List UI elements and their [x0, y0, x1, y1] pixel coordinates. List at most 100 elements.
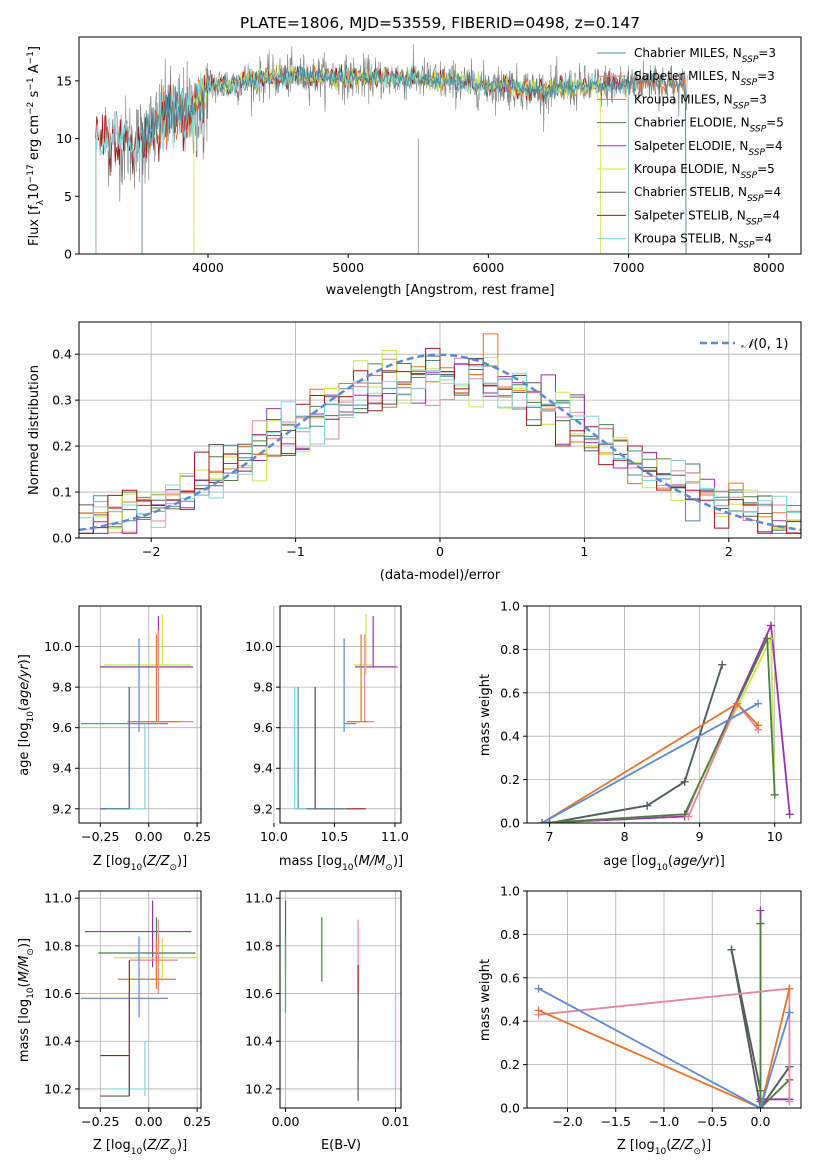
y-tick-label: 0 [64, 247, 72, 262]
errorbar-point [355, 616, 398, 668]
x-tick-label: 0.0 [751, 1114, 771, 1129]
y-tick-label: 9.8 [253, 680, 273, 695]
age-vs-mass-axes: 10.0 10.5 11.0 9.2 9.4 9.6 9.8 10.0 mass [log10(… [245, 605, 409, 873]
legend-label: Chabrier STELIB, NSSP=4 [634, 185, 781, 204]
x-tick-label: −2.0 [552, 1114, 582, 1129]
y-tick-label: 10.2 [44, 1081, 72, 1096]
series-marker [727, 945, 736, 954]
y-tick-label: 11.0 [245, 891, 273, 906]
errorbar-point [80, 638, 169, 732]
axes-frame [526, 605, 802, 824]
y-tick-label: 0.4 [500, 729, 520, 744]
y-tick-label: 15 [56, 73, 72, 88]
x-tick-label: 1 [580, 544, 588, 559]
x-tick-label: −1 [286, 544, 304, 559]
errorbar-point [106, 1041, 146, 1097]
x-tick-label: 10.0 [260, 829, 288, 844]
y-tick-label: 10 [56, 131, 72, 146]
legend-label: Kroupa MILES, NSSP=3 [634, 92, 767, 111]
y-axis-label: mass weight [478, 674, 493, 756]
legend-label: Kroupa STELIB, NSSP=4 [634, 232, 772, 251]
x-axis-label: Z [log10(Z/Z⊙)] [93, 1138, 187, 1157]
x-tick-label: 0.00 [135, 1114, 163, 1129]
x-tick-label: 10.5 [321, 829, 349, 844]
series-marker [534, 1006, 543, 1015]
series-marker [754, 699, 763, 708]
errorbar-point [117, 938, 176, 989]
y-tick-label: 9.2 [52, 801, 72, 816]
y-tick-label: 9.6 [52, 720, 72, 735]
y-tick-label: 0.1 [52, 485, 72, 500]
y-tick-label: 0.6 [500, 685, 520, 700]
x-axis-label: wavelength [Angstrom, rest frame] [326, 283, 555, 298]
x-tick-label: 0.25 [183, 829, 211, 844]
x-tick-label: −2 [142, 544, 160, 559]
spectrum-axes: 4000 5000 6000 7000 8000 0 5 10 15 wavelength [An… [26, 36, 802, 298]
x-tick-label: 11.0 [381, 829, 409, 844]
y-axis-label: mass [log10(M/M⊙)] [17, 938, 36, 1062]
legend-label: Salpeter MILES, NSSP=3 [634, 69, 775, 88]
x-tick-label: −1.5 [601, 1114, 631, 1129]
errorbar-point [80, 936, 169, 1018]
mass-weight-vs-age-axes: 7 8 9 10 0.0 0.2 0.4 0.6 0.8 1.0 age [log10(age/yr… [478, 599, 802, 873]
mass-weight-vs-z-axes: −2.0 −1.5 −1.0 −0.5 0.0 0.0 0.2 0.4 0.6 0.8 1.0 Z [… [478, 884, 802, 1157]
errorbar-point [127, 634, 180, 723]
y-tick-label: 0.0 [52, 531, 72, 546]
y-axis-label: age [log10(age/yr)] [17, 654, 36, 776]
errorbar-point [353, 614, 372, 675]
series [538, 699, 763, 823]
x-axis-label: (data-model)/error [380, 568, 501, 583]
series-line [549, 664, 724, 823]
series-marker [643, 801, 652, 810]
axes-frame [78, 890, 202, 1109]
y-tick-label: 0.4 [500, 1014, 520, 1029]
y-tick-label: 0.0 [500, 816, 520, 831]
y-tick-label: 0.6 [500, 970, 520, 985]
series-marker [756, 919, 765, 928]
y-tick-label: 5 [64, 189, 72, 204]
legend-label: Chabrier ELODIE, NSSP=5 [634, 116, 784, 135]
series-marker [534, 984, 543, 993]
series-marker [756, 1104, 765, 1108]
y-tick-label: 9.6 [253, 720, 273, 735]
x-tick-label: 9 [696, 829, 704, 844]
y-tick-label: 9.4 [52, 761, 72, 776]
y-tick-label: 0.4 [52, 347, 72, 362]
x-axis-label: age [log10(age/yr)] [603, 854, 725, 873]
series-line [541, 702, 759, 823]
legend: Chabrier MILES, NSSP=3 Salpeter MILES, NS… [597, 46, 784, 251]
series-line [730, 949, 791, 1108]
x-tick-label: 6000 [472, 260, 504, 275]
series-marker [684, 812, 693, 821]
axes-frame [78, 605, 202, 824]
legend-label: 𝒩(0, 1) [741, 337, 788, 352]
mass-vs-ebv-axes: 0.00 0.01 10.2 10.4 10.6 10.8 11.0 E(B-V) [245, 890, 409, 1153]
y-tick-label: 1.0 [500, 884, 520, 899]
y-tick-label: 9.4 [253, 761, 273, 776]
axes-frame [279, 605, 402, 824]
x-tick-label: 0 [436, 544, 444, 559]
y-tick-label: 0.8 [500, 927, 520, 942]
mass-vs-z-axes: −0.25 0.00 0.25 10.2 10.4 10.6 10.8 11.0 Z [log1… [17, 890, 211, 1157]
x-tick-label: −0.25 [81, 1114, 119, 1129]
series-marker [718, 660, 727, 669]
x-tick-label: 10 [767, 829, 783, 844]
x-tick-label: 8000 [753, 260, 785, 275]
y-tick-label: 1.0 [500, 599, 520, 614]
histogram-step-line [79, 347, 801, 534]
y-tick-label: 10.4 [245, 1034, 273, 1049]
x-tick-label: 0.00 [272, 1114, 300, 1129]
errorbar-point [129, 919, 178, 994]
series-marker [785, 810, 794, 819]
y-tick-label: 0.2 [52, 439, 72, 454]
x-axis-label: mass [log10(M/M⊙)] [279, 854, 403, 873]
series-marker [545, 819, 554, 823]
y-tick-label: 9.2 [253, 801, 273, 816]
x-tick-label: 2 [725, 544, 733, 559]
y-tick-label: 0.3 [52, 393, 72, 408]
errorbar-point [100, 687, 130, 810]
x-axis-label: Z [log10(Z/Z⊙)] [93, 854, 187, 873]
series-marker [785, 984, 794, 993]
